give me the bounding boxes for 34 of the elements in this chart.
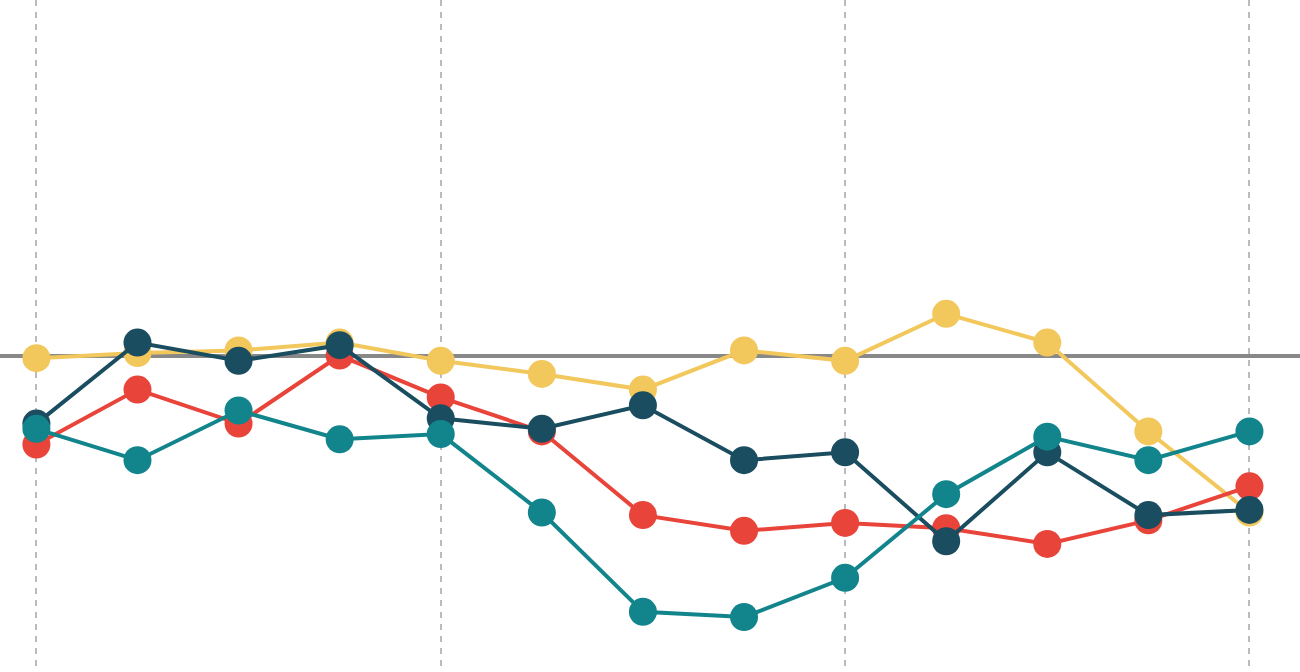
point xyxy=(1235,417,1264,446)
point xyxy=(932,527,961,556)
point xyxy=(426,346,455,375)
point xyxy=(426,420,455,449)
point xyxy=(22,344,51,373)
point xyxy=(224,396,253,425)
point xyxy=(123,446,152,475)
point xyxy=(831,346,860,375)
point xyxy=(932,299,961,328)
point xyxy=(730,336,759,365)
point xyxy=(1134,417,1163,446)
point xyxy=(932,480,961,509)
point xyxy=(628,391,657,420)
point xyxy=(1033,328,1062,357)
point xyxy=(1235,472,1264,501)
point xyxy=(123,375,152,404)
point xyxy=(730,446,759,475)
point xyxy=(628,501,657,530)
point xyxy=(730,516,759,545)
point xyxy=(325,425,354,454)
point xyxy=(1134,501,1163,530)
point xyxy=(527,498,556,527)
point xyxy=(1033,422,1062,451)
point xyxy=(1033,529,1062,558)
point xyxy=(831,438,860,467)
point xyxy=(831,508,860,537)
point xyxy=(123,328,152,357)
point xyxy=(224,346,253,375)
point xyxy=(831,563,860,592)
point xyxy=(1134,446,1163,475)
point xyxy=(527,359,556,388)
point xyxy=(22,414,51,443)
point xyxy=(628,597,657,626)
point xyxy=(730,603,759,632)
